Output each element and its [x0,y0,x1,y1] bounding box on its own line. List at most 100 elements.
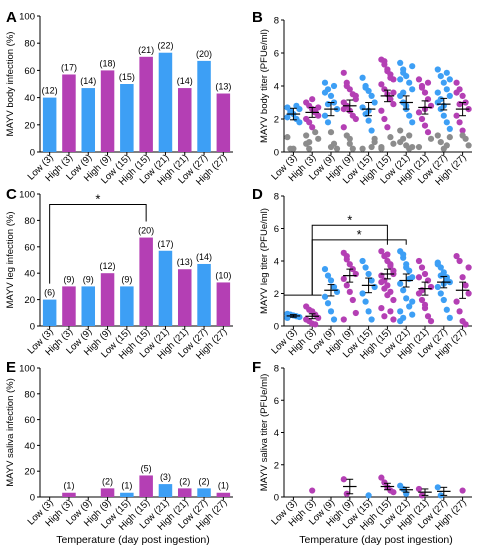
data-point [390,296,397,304]
x-axis-label-right: Temperature (day post ingestion) [299,534,453,546]
y-tick-label: 100 [19,364,35,375]
data-point [437,290,444,297]
data-point [415,109,423,116]
data-point [440,296,447,304]
y-tick-label: 8 [274,192,279,203]
y-tick-label: 0 [30,493,35,504]
bar-data-label: (12) [42,86,58,96]
data-point [378,81,385,88]
data-point [327,92,335,99]
panel-label: E [6,359,16,376]
bar [216,492,231,497]
data-point [440,112,447,119]
data-point [387,74,394,81]
data-point [421,301,429,308]
data-point [321,293,329,300]
bar-data-label: (20) [138,226,154,236]
data-point [424,79,432,86]
bar [120,84,134,152]
bar-data-label: (2) [179,476,190,486]
data-point [306,119,313,126]
y-tick-label: 8 [274,364,279,375]
data-point [324,300,332,307]
data-point [456,257,463,265]
data-point [309,124,316,131]
data-point [343,282,350,289]
data-point [415,485,423,493]
data-point [378,248,385,255]
significance-bracket [49,204,147,284]
y-tick-label: 60 [24,415,35,426]
data-point [400,251,407,258]
data-point [312,321,319,328]
data-point [384,251,391,258]
data-point [312,129,319,136]
bar [81,88,96,152]
y-tick-label: 20 [24,467,35,478]
y-axis-title: MAYV leg titer (PFUe/ml) [259,208,270,314]
data-point [359,290,366,297]
data-point [306,145,313,152]
data-point [443,275,450,282]
data-point [321,79,329,86]
panel-label: B [252,9,263,26]
data-point [384,292,391,299]
bar [197,263,211,326]
bar [120,492,134,497]
bar [100,273,115,326]
data-point [340,316,347,323]
data-point [378,143,385,151]
bar [100,488,115,497]
data-point [340,106,347,113]
data-point [446,134,453,141]
y-tick-label: 100 [19,12,35,23]
bar [197,488,211,497]
significance-bracket [311,239,407,296]
data-point [459,274,466,281]
data-point [327,143,335,151]
data-point [321,89,329,96]
y-tick-label: 2 [274,460,279,471]
y-tick-label: 6 [274,396,279,407]
bar-data-label: (3) [160,472,171,482]
data-point [421,270,429,278]
data-point [424,313,432,320]
data-point [443,69,450,76]
data-point [424,129,432,136]
y-tick-label: 80 [24,216,35,227]
data-point [390,489,397,496]
data-point [421,89,429,96]
data-point [415,76,423,83]
bar [100,70,115,152]
panel-label: C [6,186,17,203]
data-point [381,479,388,486]
data-point [446,76,453,83]
data-point [284,114,291,121]
data-point [424,277,432,284]
bar-data-label: (14) [196,252,212,262]
data-point [368,143,375,151]
data-point [397,280,404,287]
bar [42,97,57,152]
bar-data-label: (15) [119,72,135,82]
bar [139,56,153,152]
data-point [384,124,391,131]
data-point [437,73,444,80]
data-point [440,79,447,86]
significance-star: * [357,227,362,242]
bar [177,269,192,326]
data-point [303,132,310,139]
data-point [415,257,423,265]
data-point [365,308,372,315]
bar [177,88,192,152]
data-point [378,279,385,286]
data-point [434,484,441,491]
data-point [343,253,350,260]
data-point [362,298,369,305]
data-point [456,308,463,315]
bar-data-label: (2) [102,476,113,486]
data-point [309,96,316,103]
